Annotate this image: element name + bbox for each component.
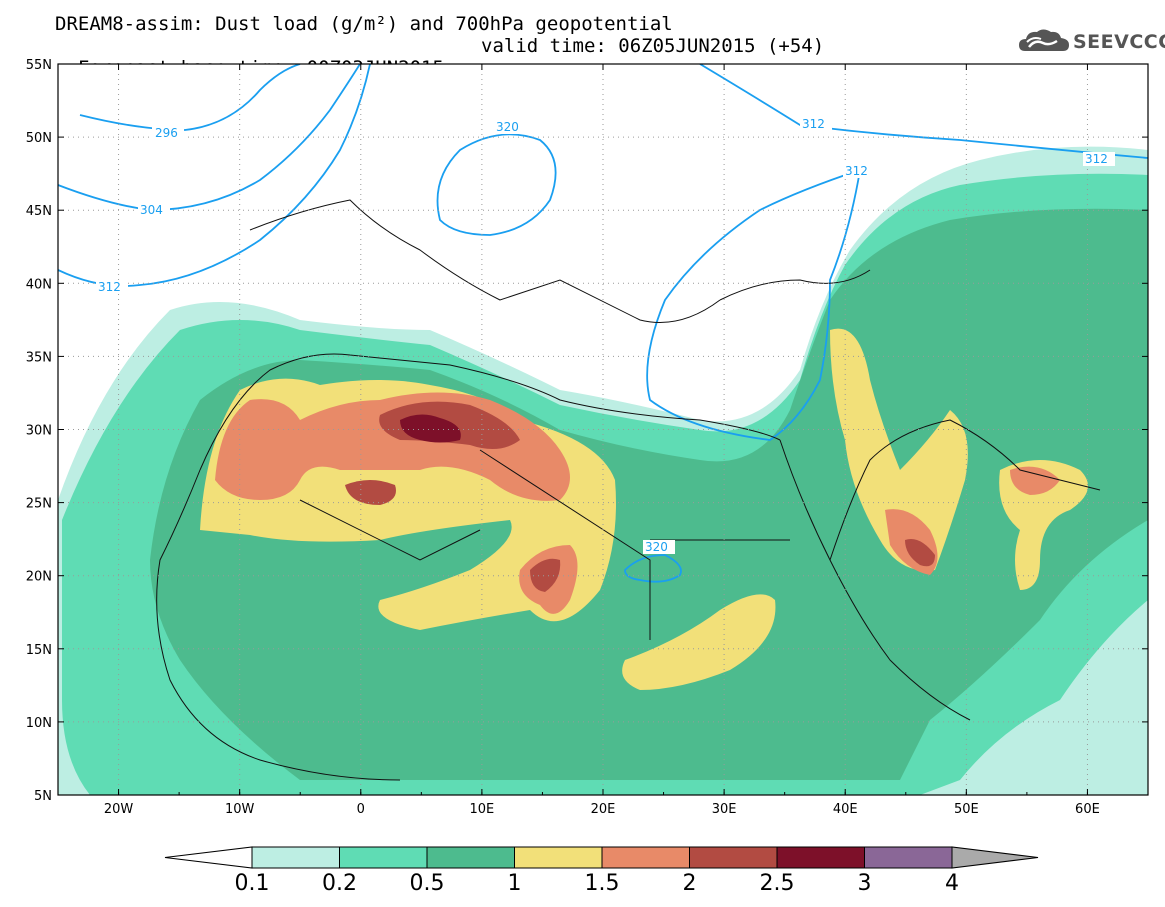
y-tick-label: 15N <box>26 643 52 658</box>
colorbar-tick-label: 2.5 <box>759 871 795 896</box>
graticule <box>58 64 1148 795</box>
colorbar-tick-label: 1 <box>507 871 522 896</box>
x-tick-label: 50E <box>954 802 979 817</box>
coastlines <box>156 199 1101 781</box>
x-tick-label: 60E <box>1075 802 1100 817</box>
x-tick-label: 10E <box>470 802 495 817</box>
dust-field <box>58 146 1148 795</box>
y-axis: 55N 50N 45N 40N 35N 30N 25N 20N 15N 10N 5N <box>26 58 1148 804</box>
colorbar-tick-label: 0.1 <box>234 871 270 896</box>
contour-label: 312 <box>1085 152 1108 166</box>
y-tick-label: 40N <box>26 277 52 292</box>
x-tick-label: 20W <box>104 802 134 817</box>
contour-label: 304 <box>140 203 163 217</box>
colorbar-swatch <box>864 846 953 869</box>
valid-time: valid time: 06Z05JUN2015 (+54) <box>481 35 825 57</box>
colorbar-tick-label: 1.5 <box>584 871 620 896</box>
x-tick-label: 0 <box>357 802 365 817</box>
contour-320-north <box>436 133 557 236</box>
contour-312-east <box>646 168 862 441</box>
dust-band-2.0-c <box>530 558 561 592</box>
contour-320-sahara <box>624 554 682 583</box>
dust-band-2.5 <box>400 414 461 443</box>
logo-text: SEEVCCC <box>1073 31 1165 53</box>
colorbar-tick-label: 3 <box>857 871 872 896</box>
colorbar-tick-label: 0.2 <box>322 871 357 896</box>
dust-band-0.5 <box>150 208 1148 780</box>
contour-304 <box>58 64 361 211</box>
y-tick-label: 45N <box>26 204 52 219</box>
contour-312-main <box>699 64 1148 159</box>
y-tick-label: 55N <box>26 58 52 73</box>
seevccc-logo: SEEVCCC <box>1017 27 1165 55</box>
dust-band-1.5-d <box>1010 466 1060 495</box>
colorbar-swatch <box>339 846 428 869</box>
x-tick-label: 40E <box>833 802 858 817</box>
colorbar <box>164 846 1039 869</box>
colorbar-swatch <box>251 846 340 869</box>
colorbar-low-arrow <box>164 846 253 869</box>
contour-label: 312 <box>802 117 825 131</box>
colorbar-tick-label: 2 <box>682 871 697 896</box>
contour-label: 320 <box>645 540 668 554</box>
colorbar-swatch <box>601 846 690 869</box>
contour-label: 320 <box>496 120 519 134</box>
colorbar-swatch <box>514 846 603 869</box>
y-tick-label: 50N <box>26 131 52 146</box>
y-tick-label: 35N <box>26 350 52 365</box>
dust-band-1.0-gulf <box>999 460 1088 590</box>
dust-band-2.0-d <box>905 539 935 567</box>
colorbar-swatch <box>426 846 515 869</box>
contour-label: 312 <box>845 164 868 178</box>
chart-title: DREAM8-assim: Dust load (g/m²) and 700hP… <box>55 13 673 35</box>
cloud-icon <box>1019 29 1069 51</box>
x-tick-label: 30E <box>712 802 737 817</box>
x-tick-label: 20E <box>591 802 616 817</box>
colorbar-swatch <box>689 846 778 869</box>
dust-band-2.0-b <box>345 480 396 505</box>
y-tick-label: 25N <box>26 497 52 512</box>
contour-296 <box>79 64 301 131</box>
y-tick-label: 5N <box>34 789 52 804</box>
contour-label: 296 <box>155 126 178 140</box>
x-tick-label: 10W <box>225 802 255 817</box>
y-tick-label: 10N <box>26 716 52 731</box>
contour-label: 312 <box>98 280 121 294</box>
dust-band-1.0-sudan <box>622 594 776 690</box>
dust-band-1.0-east <box>830 328 968 571</box>
colorbar-tick-label: 0.5 <box>409 871 445 896</box>
y-tick-label: 30N <box>26 424 52 439</box>
colorbar-swatch <box>776 846 865 869</box>
colorbar-tick-label: 4 <box>945 871 959 896</box>
y-tick-label: 20N <box>26 570 52 585</box>
contour-labels: 296 304 312 320 312 312 312 320 <box>96 117 1115 554</box>
colorbar-high-arrow <box>951 846 1039 869</box>
